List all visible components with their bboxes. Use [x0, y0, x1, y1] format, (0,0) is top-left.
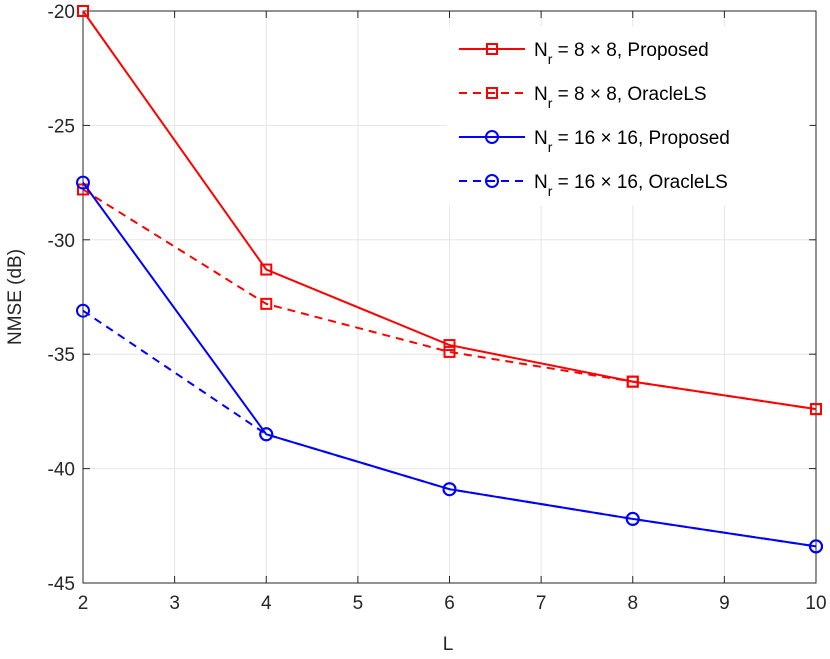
legend-entry: Nr = 8 × 8, Proposed	[459, 40, 709, 67]
series-line	[82, 188, 817, 411]
y-tick-label: -45	[48, 574, 75, 595]
data-point	[625, 511, 640, 526]
data-point	[809, 539, 823, 554]
data-point	[77, 5, 89, 17]
x-tick-label: 2	[78, 593, 89, 614]
data-point	[76, 303, 90, 318]
legend: Nr = 8 × 8, Proposed Nr = 8 × 8, OracleLS…	[446, 26, 810, 206]
legend-entry: Nr = 8 × 8, OracleLS	[459, 84, 707, 111]
x-tick-label: 5	[353, 593, 364, 614]
y-axis-title: NMSE (dB)	[5, 249, 26, 345]
x-tick-label: 10	[805, 593, 826, 614]
x-axis-title: L	[443, 634, 454, 655]
legend-entry: Nr = 16 × 16, OracleLS	[459, 172, 728, 199]
series-4	[76, 303, 823, 554]
data-point	[443, 345, 456, 358]
x-tick-label: 8	[627, 593, 638, 614]
series-line	[82, 10, 817, 411]
series-line	[82, 309, 817, 548]
data-point	[810, 403, 822, 416]
x-tick-label: 3	[169, 593, 180, 614]
y-tick-label: -35	[48, 345, 75, 366]
legend-marker	[485, 174, 499, 188]
legend-marker	[486, 87, 498, 99]
y-tick-label: -20	[48, 2, 75, 23]
data-point	[260, 263, 273, 276]
data-point	[259, 427, 274, 442]
y-tick-label: -40	[48, 460, 75, 481]
data-point	[76, 175, 90, 190]
data-point	[442, 482, 457, 497]
legend-marker	[485, 130, 499, 144]
legend-label: Nr = 16 × 16, Proposed	[534, 128, 730, 155]
y-tick-label: -30	[48, 231, 75, 252]
tick-labels: 2 3 4 5 6 7 8 9 10 -20 -25 -30 -35 -40 -45	[48, 2, 827, 614]
legend-label: Nr = 16 × 16, OracleLS	[534, 172, 728, 199]
data-point	[260, 297, 273, 310]
data-point	[443, 339, 456, 352]
legend-label: Nr = 8 × 8, Proposed	[534, 40, 709, 67]
data-series	[76, 5, 823, 554]
x-tick-label: 6	[444, 593, 455, 614]
legend-entry: Nr = 16 × 16, Proposed	[459, 128, 730, 155]
data-point	[626, 375, 639, 388]
legend-label: Nr = 8 × 8, OracleLS	[534, 84, 707, 111]
legend-marker	[486, 43, 498, 55]
y-tick-label: -25	[48, 116, 75, 137]
x-tick-label: 4	[261, 593, 272, 614]
x-tick-label: 7	[536, 593, 547, 614]
x-tick-label: 9	[719, 593, 730, 614]
legend-box	[446, 26, 810, 206]
axes	[82, 10, 817, 584]
